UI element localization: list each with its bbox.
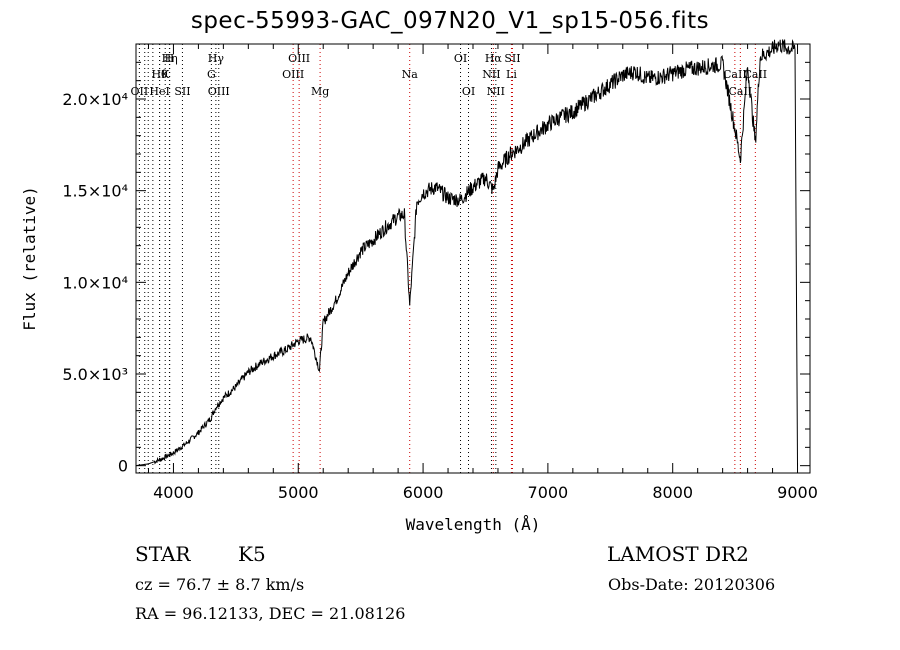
spectral-line-label: Hγ [208,52,225,65]
spectral-line-label: Li [506,68,517,81]
spectral-line-label: OI [454,52,467,65]
spectral-line-label: HeI [149,85,169,98]
redshift-cz: cz = 76.7 ± 8.7 km/s [135,575,305,594]
y-tick-label: 5.0×10³ [62,365,128,384]
x-tick-label: 6000 [403,483,444,502]
spectral-line-label: OIII [208,85,230,98]
spectral-line-label: NII [482,68,500,81]
spectral-line-label: Hη [162,52,178,65]
obs-date: Obs-Date: 20120306 [608,575,776,594]
spectral-line-label: Hα [485,52,503,65]
spectral-line-label: Mg [311,85,329,98]
spectral-line-label: OII [131,85,149,98]
y-axis-label: Flux (relative) [20,186,39,331]
spectral-line-label: H [165,52,175,65]
spectral-line-label: CaII [729,85,753,98]
survey-name: LAMOST DR2 [607,542,749,566]
spectral-line-label: OIII [282,68,304,81]
spectral-line-label: OIII [288,52,310,65]
spectrum-series-line [135,38,798,467]
axis-ticks [136,44,810,473]
spectral-line-label: G [207,68,216,81]
coordinates: RA = 96.12133, DEC = 21.08126 [135,604,406,623]
x-tick-label: 5000 [278,483,319,502]
y-tick-label: 1.0×10⁴ [62,273,128,292]
x-tick-label: 9000 [777,483,818,502]
spectral-line-label: Hθ [151,68,168,81]
y-tick-label: 0 [118,457,128,476]
spectral-line-markers [138,44,756,473]
spectral-line-label: SII [174,85,190,98]
spectral-line-label: Na [402,68,419,81]
chart-title: spec-55993-GAC_097N20_V1_sp15-056.fits [190,8,710,34]
x-axis-label: Wavelength (Å) [406,515,541,534]
spectral-line-label: K [161,68,170,81]
spectral-line-label: CaII [723,68,747,81]
y-tick-label: 1.5×10⁴ [62,182,128,201]
spectral-line-label: CaII [743,68,767,81]
spectral-line-label: NII [487,85,505,98]
object-subclass: K5 [238,542,266,566]
spectral-line-labels: OII HeI Hη KH Hθ SII G Hγ OIII OIII OIII Mg Na OI OI NI… [131,52,768,98]
spectral-line-label: OI [462,85,475,98]
x-tick-label: 8000 [652,483,693,502]
axis-labels: 4000 5000 6000 7000 8000 9000 0 5.0×10³ 1.0×10⁴ 1… [62,90,818,502]
spectral-line-label: SII [504,52,520,65]
x-tick-label: 7000 [528,483,569,502]
y-tick-label: 2.0×10⁴ [62,90,128,109]
plot-frame [135,43,811,474]
object-class: STAR [135,542,191,566]
x-tick-label: 4000 [153,483,194,502]
